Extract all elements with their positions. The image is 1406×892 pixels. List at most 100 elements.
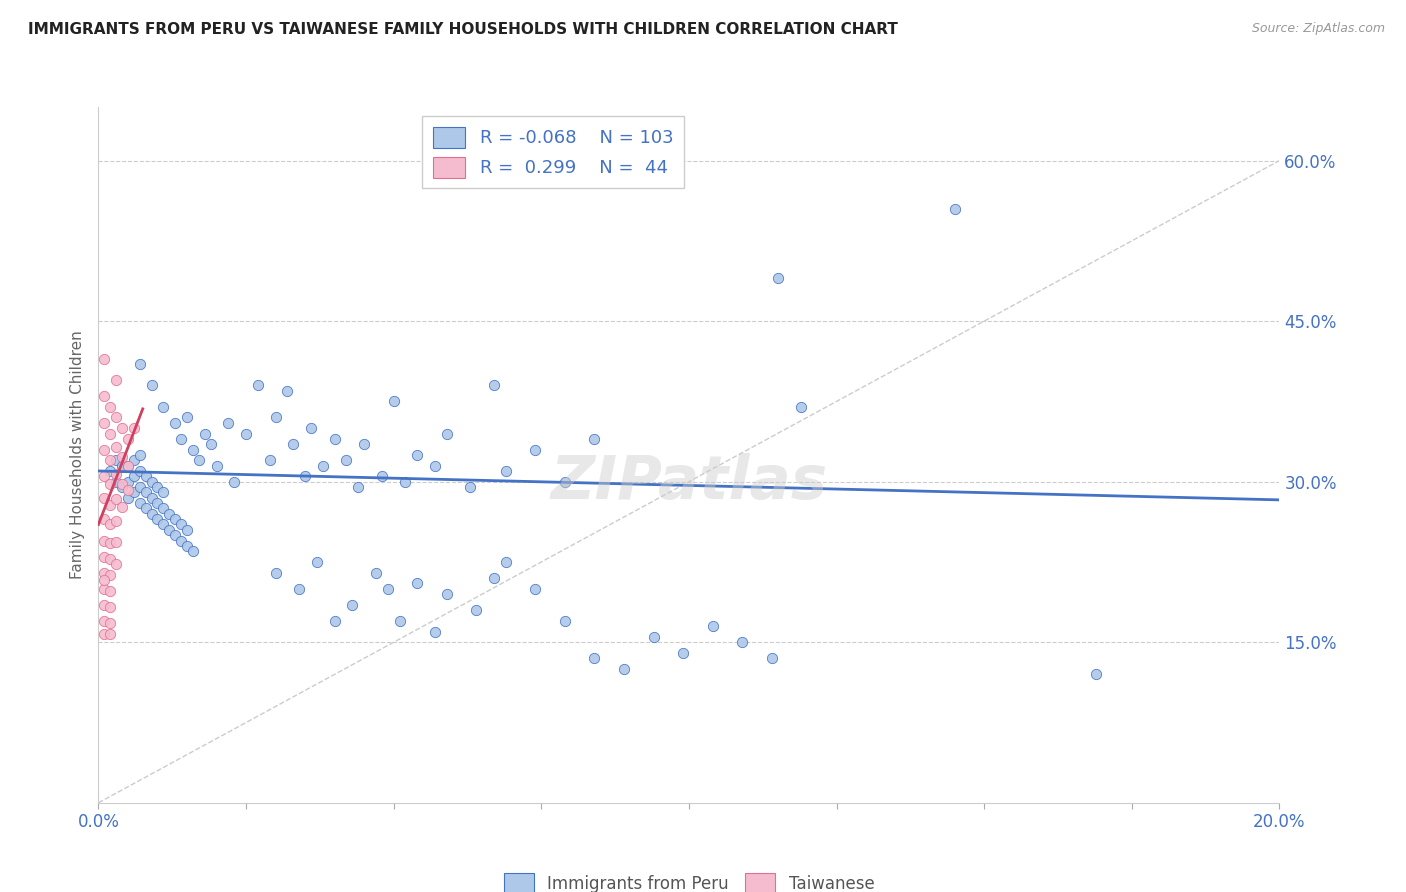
Point <box>128 464 150 478</box>
Point <box>194 426 217 441</box>
Point <box>323 432 346 446</box>
Point <box>423 458 446 473</box>
Point <box>943 202 966 216</box>
Point <box>312 458 335 473</box>
Point <box>105 475 128 489</box>
Point <box>98 551 121 566</box>
Point <box>583 432 606 446</box>
Point <box>323 614 346 628</box>
Point <box>93 626 115 640</box>
Point <box>98 626 121 640</box>
Text: IMMIGRANTS FROM PERU VS TAIWANESE FAMILY HOUSEHOLDS WITH CHILDREN CORRELATION CH: IMMIGRANTS FROM PERU VS TAIWANESE FAMILY… <box>28 22 898 37</box>
Point <box>105 410 128 425</box>
Point <box>117 491 139 505</box>
Point <box>524 442 547 457</box>
Point <box>105 453 128 467</box>
Point <box>98 426 121 441</box>
Point <box>117 475 139 489</box>
Point <box>554 614 576 628</box>
Point <box>93 614 115 628</box>
Point <box>122 421 145 435</box>
Point <box>482 571 505 585</box>
Point <box>98 464 121 478</box>
Point <box>152 400 174 414</box>
Point <box>98 583 121 598</box>
Point <box>98 599 121 614</box>
Point <box>93 566 115 580</box>
Point <box>583 651 606 665</box>
Point <box>105 514 128 528</box>
Point <box>135 485 157 500</box>
Point <box>388 614 411 628</box>
Point <box>181 442 204 457</box>
Point <box>122 469 145 483</box>
Point <box>347 480 370 494</box>
Point <box>128 480 150 494</box>
Point <box>170 517 193 532</box>
Point <box>406 576 429 591</box>
Point <box>152 485 174 500</box>
Point <box>364 566 387 580</box>
Point <box>495 555 517 569</box>
Point <box>93 533 115 548</box>
Point <box>382 394 405 409</box>
Point <box>305 555 328 569</box>
Point <box>146 512 169 526</box>
Point <box>117 432 139 446</box>
Point <box>93 442 115 457</box>
Point <box>93 469 115 483</box>
Point <box>465 603 488 617</box>
Point <box>672 646 695 660</box>
Point <box>264 566 287 580</box>
Point <box>93 598 115 612</box>
Point <box>111 476 134 491</box>
Point <box>217 416 239 430</box>
Point <box>98 535 121 549</box>
Point <box>436 587 458 601</box>
Point <box>93 582 115 596</box>
Point <box>264 410 287 425</box>
Point <box>259 453 281 467</box>
Point <box>98 400 121 414</box>
Point <box>141 378 163 392</box>
Point <box>702 619 724 633</box>
Point <box>176 539 198 553</box>
Point <box>105 373 128 387</box>
Point <box>122 485 145 500</box>
Point <box>117 458 139 473</box>
Point <box>98 567 121 582</box>
Point <box>111 421 134 435</box>
Point <box>135 501 157 516</box>
Point <box>93 351 115 366</box>
Point <box>176 410 198 425</box>
Point <box>731 635 754 649</box>
Point <box>128 357 150 371</box>
Point <box>394 475 416 489</box>
Point <box>766 271 789 285</box>
Point <box>98 498 121 512</box>
Point <box>111 458 134 473</box>
Point <box>554 475 576 489</box>
Point <box>93 573 115 587</box>
Point <box>294 469 316 483</box>
Point <box>146 496 169 510</box>
Point <box>342 598 364 612</box>
Point <box>181 544 204 558</box>
Point <box>105 534 128 549</box>
Point <box>152 501 174 516</box>
Point <box>128 496 150 510</box>
Point <box>93 416 115 430</box>
Text: ZIPatlas: ZIPatlas <box>550 453 828 512</box>
Point <box>152 517 174 532</box>
Point <box>246 378 269 392</box>
Point <box>105 467 128 482</box>
Point <box>288 582 311 596</box>
Point <box>93 491 115 505</box>
Point <box>200 437 222 451</box>
Point <box>460 480 482 494</box>
Point <box>235 426 257 441</box>
Point <box>117 483 139 498</box>
Point <box>613 662 636 676</box>
Point <box>165 528 187 542</box>
Point <box>157 507 180 521</box>
